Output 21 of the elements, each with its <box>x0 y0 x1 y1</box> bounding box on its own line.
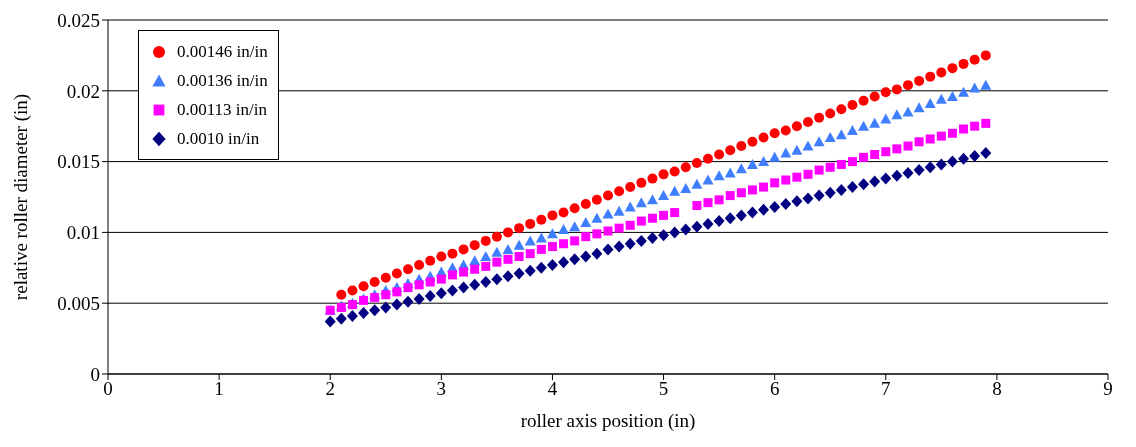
y-tick-label: 0 <box>90 363 100 385</box>
legend-label: 0.00146 in/in <box>177 41 268 62</box>
x-tick-label: 3 <box>436 378 447 400</box>
x-tick-label: 6 <box>769 378 780 400</box>
x-tick-label: 5 <box>658 378 669 400</box>
y-tick-label: 0.01 <box>66 222 100 244</box>
x-tick-label: 7 <box>881 378 891 400</box>
x-axis-title: roller axis position (in) <box>520 410 696 432</box>
x-tick-label: 2 <box>325 378 335 400</box>
legend-label: 0.00113 in/in <box>177 99 268 120</box>
x-tick-label: 9 <box>1103 378 1113 400</box>
legend-label: 0.0010 in/in <box>177 128 260 149</box>
x-tick-label: 8 <box>992 378 1002 400</box>
y-tick-label: 0.025 <box>57 9 100 31</box>
x-tick-label: 4 <box>547 378 558 400</box>
y-axis-title: relative roller diameter (in) <box>9 93 32 301</box>
legend-label: 0.00136 in/in <box>177 70 268 91</box>
y-tick-label: 0.02 <box>66 80 100 102</box>
x-tick-label: 1 <box>214 378 224 400</box>
y-tick-label: 0.005 <box>57 292 100 314</box>
y-tick-label: 0.015 <box>57 151 100 173</box>
